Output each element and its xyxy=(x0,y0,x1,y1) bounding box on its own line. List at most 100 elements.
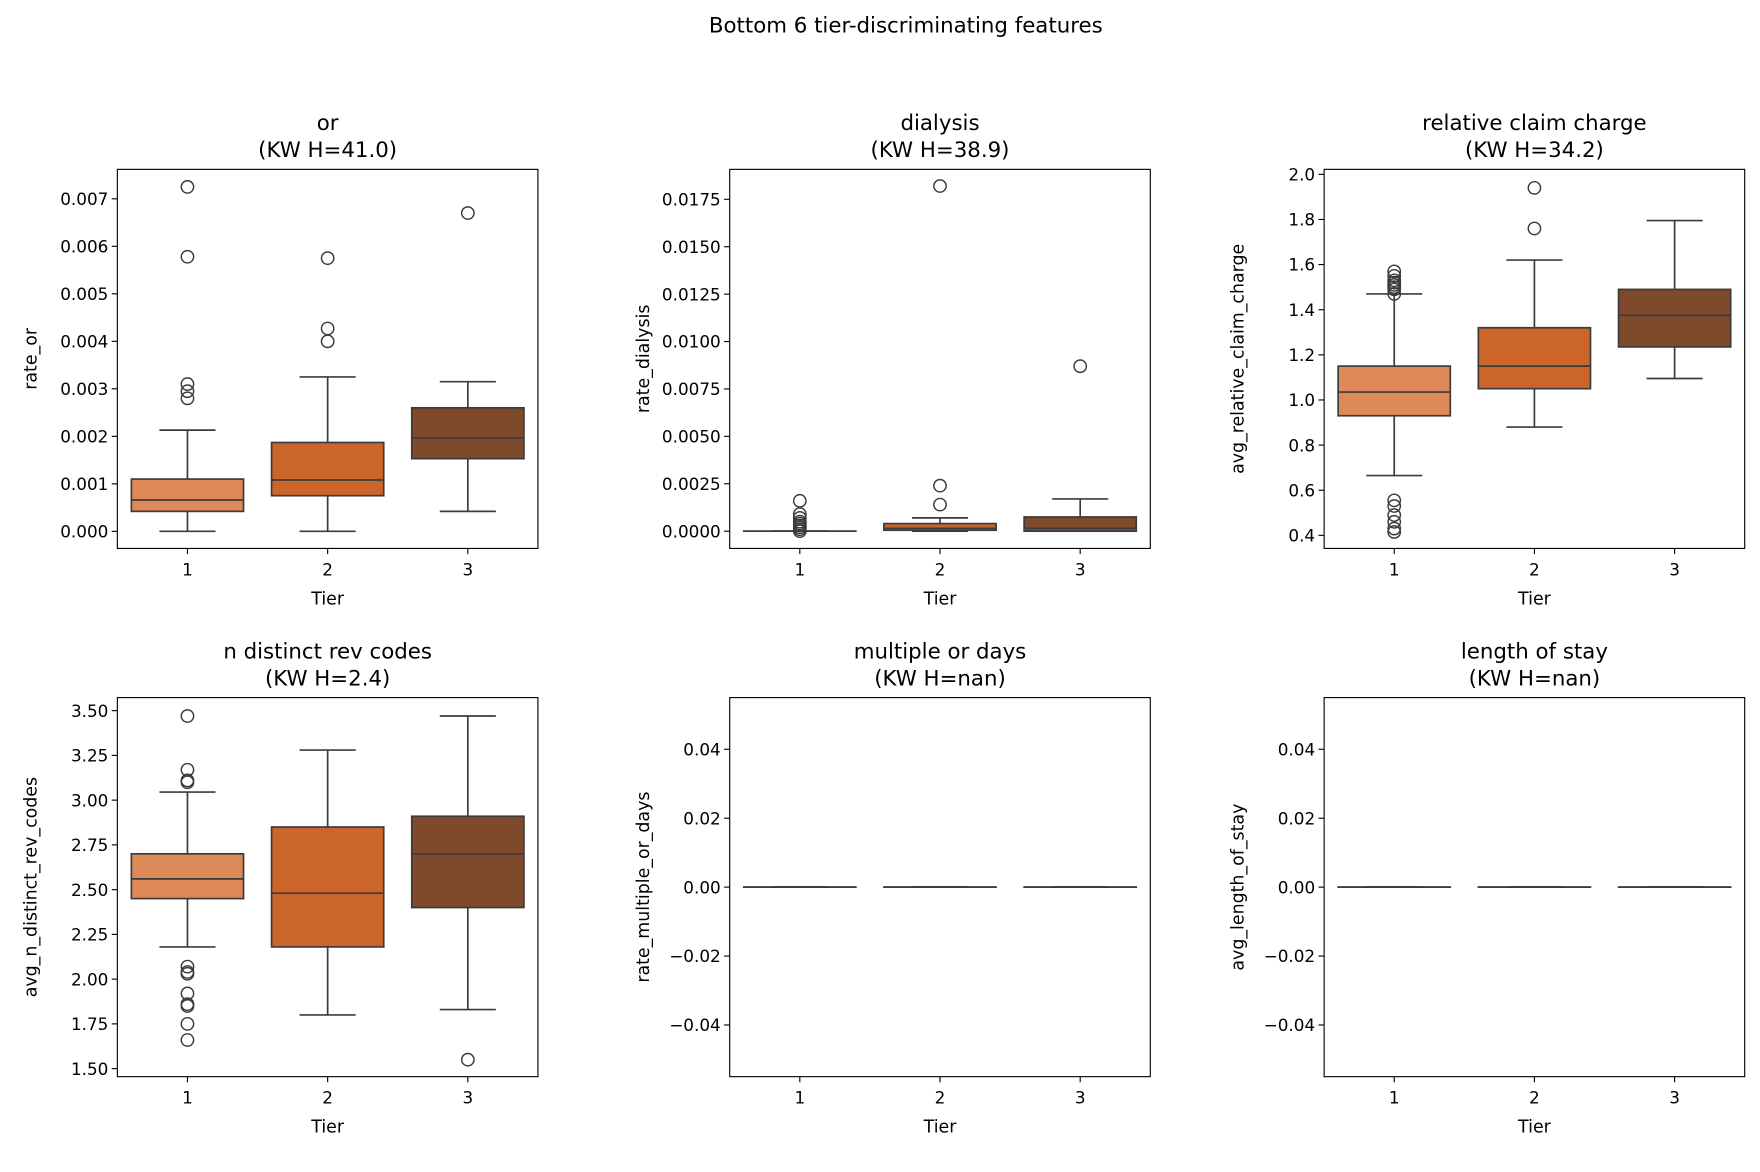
x-axis-label: Tier xyxy=(923,590,958,610)
axes-frame xyxy=(729,168,1151,549)
panel-title: dialysis xyxy=(900,111,979,136)
y-tick-label: 1.0 xyxy=(1288,390,1315,410)
y-tick-label: 0.007 xyxy=(60,189,108,209)
y-tick-label: 0.8 xyxy=(1288,435,1315,455)
outlier-point xyxy=(180,391,195,406)
y-axis-label: avg_n_distinct_rev_codes xyxy=(22,777,42,997)
panel-title: n distinct rev codes xyxy=(223,639,432,664)
outlier-point xyxy=(933,478,947,493)
panel-title: or xyxy=(317,111,339,136)
outlier-point xyxy=(180,709,195,723)
box-tier-3 xyxy=(1617,219,1732,380)
y-tick-label: 0.0000 xyxy=(662,521,721,541)
axes-frame xyxy=(1323,168,1746,549)
outlier-point xyxy=(180,1033,195,1047)
outlier-point xyxy=(792,493,807,508)
y-tick-label: 0.4 xyxy=(1288,526,1315,546)
y-tick-label: 0.0050 xyxy=(662,427,721,447)
y-axis-label: avg_length_of_stay xyxy=(1228,804,1248,971)
box-tier-2 xyxy=(270,251,385,533)
iqr-box xyxy=(130,852,245,900)
iqr-box xyxy=(410,815,525,909)
y-tick-label: 0.6 xyxy=(1288,480,1315,500)
y-tick-label: 0.005 xyxy=(60,284,108,304)
box-tier-3 xyxy=(410,715,525,1067)
y-tick-label: 0.004 xyxy=(60,331,108,351)
x-tick-label: 1 xyxy=(794,1088,805,1108)
y-tick-label: 2.50 xyxy=(71,880,108,900)
y-tick-label: 0.003 xyxy=(60,379,108,399)
box-tier-2 xyxy=(1477,180,1592,428)
y-tick-label: 0.00 xyxy=(683,877,720,897)
box-tier-1 xyxy=(742,493,857,539)
panel-subtitle: (KW H=34.2) xyxy=(1465,138,1604,163)
panel-4: n distinct rev codes(KW H=2.4) 1.50 1.75 2.… xyxy=(22,639,539,1138)
panel-subtitle: (KW H=38.9) xyxy=(871,138,1010,163)
outlier-point xyxy=(180,180,195,194)
outlier-point xyxy=(1073,359,1088,374)
panel-2: dialysis(KW H=38.9) 0.0000 0.0025 0.0050 0.0… xyxy=(634,111,1151,610)
outlier-point xyxy=(1527,221,1542,236)
y-tick-label: 2.25 xyxy=(71,925,108,945)
y-tick-label: 0.02 xyxy=(683,808,720,828)
outlier-point xyxy=(180,775,195,790)
x-tick-label: 1 xyxy=(182,559,193,579)
y-tick-label: 1.8 xyxy=(1288,210,1315,230)
outlier-point xyxy=(180,377,195,391)
x-tick-label: 2 xyxy=(935,559,946,579)
y-tick-label: 0.04 xyxy=(1278,739,1315,759)
outlier-point xyxy=(180,249,195,264)
y-axis-label: rate_dialysis xyxy=(634,305,654,414)
outlier-point xyxy=(180,384,195,399)
y-tick-label: 2.75 xyxy=(71,835,108,855)
y-axis-label: avg_relative_claim_charge xyxy=(1228,244,1248,474)
x-tick-label: 2 xyxy=(322,559,333,579)
outlier-point xyxy=(792,511,807,525)
y-tick-label: 1.75 xyxy=(71,1014,108,1034)
panel-subtitle: (KW H=41.0) xyxy=(258,138,397,163)
y-tick-label: 3.50 xyxy=(71,701,108,721)
iqr-box xyxy=(270,441,385,497)
x-axis-label: Tier xyxy=(310,1118,345,1138)
panel-6: length of stay(KW H=nan) −0.04 −0.02 0.00 0.… xyxy=(1228,639,1746,1138)
outlier-point xyxy=(460,1052,475,1067)
panel-title: relative claim charge xyxy=(1422,111,1646,136)
y-tick-label: 0.04 xyxy=(683,739,720,759)
panel-1: or(KW H=41.0) 0.000 0.001 0.002 0.003 0.004 0.… xyxy=(22,111,539,610)
y-tick-label: 0.002 xyxy=(60,426,108,446)
outlier-point xyxy=(1527,180,1542,195)
y-tick-label: 2.0 xyxy=(1288,164,1315,184)
y-tick-label: −0.04 xyxy=(1264,1015,1316,1035)
outlier-point xyxy=(1387,525,1402,539)
axes-frame xyxy=(116,697,539,1078)
panel-subtitle: (KW H=2.4) xyxy=(265,666,390,691)
axes-frame xyxy=(116,168,539,549)
x-tick-label: 2 xyxy=(1529,559,1540,579)
y-tick-label: 0.0125 xyxy=(662,284,721,304)
y-tick-label: 0.0175 xyxy=(662,189,721,209)
outlier-point xyxy=(1387,493,1402,508)
panel-title: length of stay xyxy=(1461,639,1608,664)
box-tier-1 xyxy=(1337,264,1452,539)
axes-frame xyxy=(1323,697,1746,1078)
y-tick-label: 3.25 xyxy=(71,746,108,766)
box-tier-2 xyxy=(270,749,385,1016)
outlier-point xyxy=(180,999,195,1013)
y-tick-label: 0.0150 xyxy=(662,237,721,257)
iqr-box xyxy=(270,826,385,948)
y-tick-label: 0.006 xyxy=(60,236,108,256)
y-tick-label: 1.2 xyxy=(1288,345,1315,365)
outlier-point xyxy=(933,179,947,193)
iqr-box xyxy=(1477,326,1592,390)
outlier-point xyxy=(180,959,195,974)
y-tick-label: 1.4 xyxy=(1288,300,1315,320)
box-tier-3 xyxy=(410,206,525,513)
outlier-point xyxy=(1387,508,1402,522)
outlier-point xyxy=(1387,521,1402,536)
x-axis-label: Tier xyxy=(1517,590,1552,610)
x-tick-label: 3 xyxy=(1669,1088,1680,1108)
panel-subtitle: (KW H=nan) xyxy=(874,666,1006,691)
x-tick-label: 1 xyxy=(794,559,805,579)
outlier-point xyxy=(1387,514,1402,529)
